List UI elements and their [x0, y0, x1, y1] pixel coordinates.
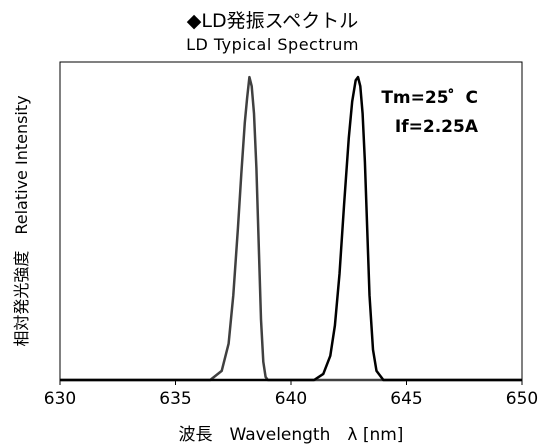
x-tick-label-645: 645 [390, 389, 422, 409]
annotation-current: If=2.25A [395, 117, 479, 137]
x-tick-label-640: 640 [275, 389, 307, 409]
chart-title: ◆LD発振スペクトル [186, 10, 359, 32]
annotation-temperature: Tm=25゜C [381, 87, 478, 108]
x-tick-label-650: 650 [506, 389, 538, 409]
plot-frame [59, 61, 523, 381]
chart-subtitle: LD Typical Spectrum [186, 35, 359, 54]
x-axis-label: 波長 Wavelength λ [nm] [178, 425, 404, 445]
series-group [60, 75, 522, 382]
x-tick-label-630: 630 [44, 389, 76, 409]
spectrum-series-1 [60, 75, 522, 382]
x-tick-label-635: 635 [159, 389, 191, 409]
spectrum-series-2 [60, 75, 522, 382]
x-axis-ticks: 630 635 640 645 650 [44, 380, 538, 409]
